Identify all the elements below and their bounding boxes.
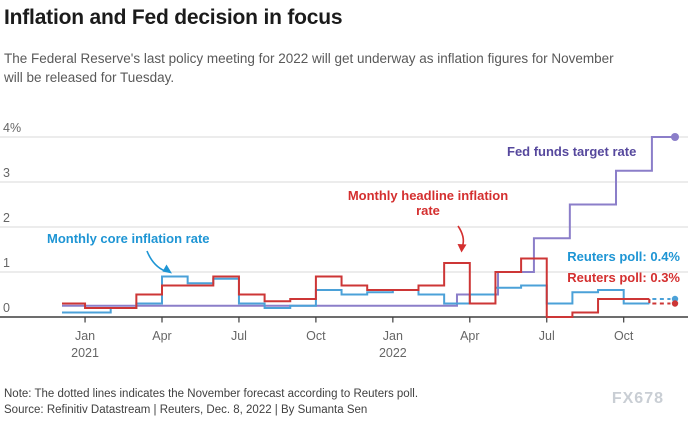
chart-note: Note: The dotted lines indicates the Nov… — [4, 388, 419, 400]
y-axis-label: 1 — [3, 256, 10, 270]
x-axis-label: Oct — [306, 329, 326, 343]
reuters-poll-headline-label: Reuters poll: 0.3% — [567, 270, 680, 285]
x-axis-label: Jan — [382, 329, 403, 343]
y-axis-label: 3 — [3, 166, 10, 180]
headline-line — [62, 257, 650, 318]
x-axis-label: Oct — [613, 329, 634, 343]
page-title: Inflation and Fed decision in focus — [4, 6, 343, 29]
core-forecast-dot — [671, 295, 679, 303]
headline-inflation-line-label: Monthly headline inflation rate — [347, 188, 509, 218]
source-attribution: Source: Refinitiv Datastream | Reuters, … — [4, 404, 368, 416]
headline-forecast-dashed-line — [648, 299, 671, 305]
headline-label-arrowhead — [457, 244, 467, 253]
page-subtitle: The Federal Reserve's last policy meetin… — [4, 51, 614, 85]
headline-forecast-dot — [671, 300, 679, 307]
x-axis-year-label: 2021 — [71, 346, 99, 360]
x-axis-year-label: 2022 — [378, 346, 407, 360]
core-label-arrow — [146, 250, 166, 272]
y-axis-label: 2 — [3, 211, 10, 225]
fed-funds-end-dot — [671, 133, 679, 141]
core-label-arrowhead — [162, 264, 172, 274]
reuters-poll-core-label: Reuters poll: 0.4% — [567, 249, 680, 264]
x-axis-label: Jul — [230, 329, 247, 343]
x-axis-label: Apr — [152, 329, 172, 343]
fed-funds-line — [62, 136, 672, 307]
y-axis-label: 0 — [3, 301, 10, 315]
x-axis-label: Jul — [538, 329, 555, 343]
core-inflation-line-label: Monthly core inflation rate — [47, 231, 210, 246]
fed-funds-line-label: Fed funds target rate — [507, 144, 637, 159]
y-axis-label: 4% — [3, 121, 22, 135]
watermark: FX678 — [611, 390, 664, 407]
headline-label-arrow — [457, 225, 465, 247]
x-axis-label: Apr — [460, 329, 480, 343]
x-axis-label: Jan — [74, 329, 96, 343]
